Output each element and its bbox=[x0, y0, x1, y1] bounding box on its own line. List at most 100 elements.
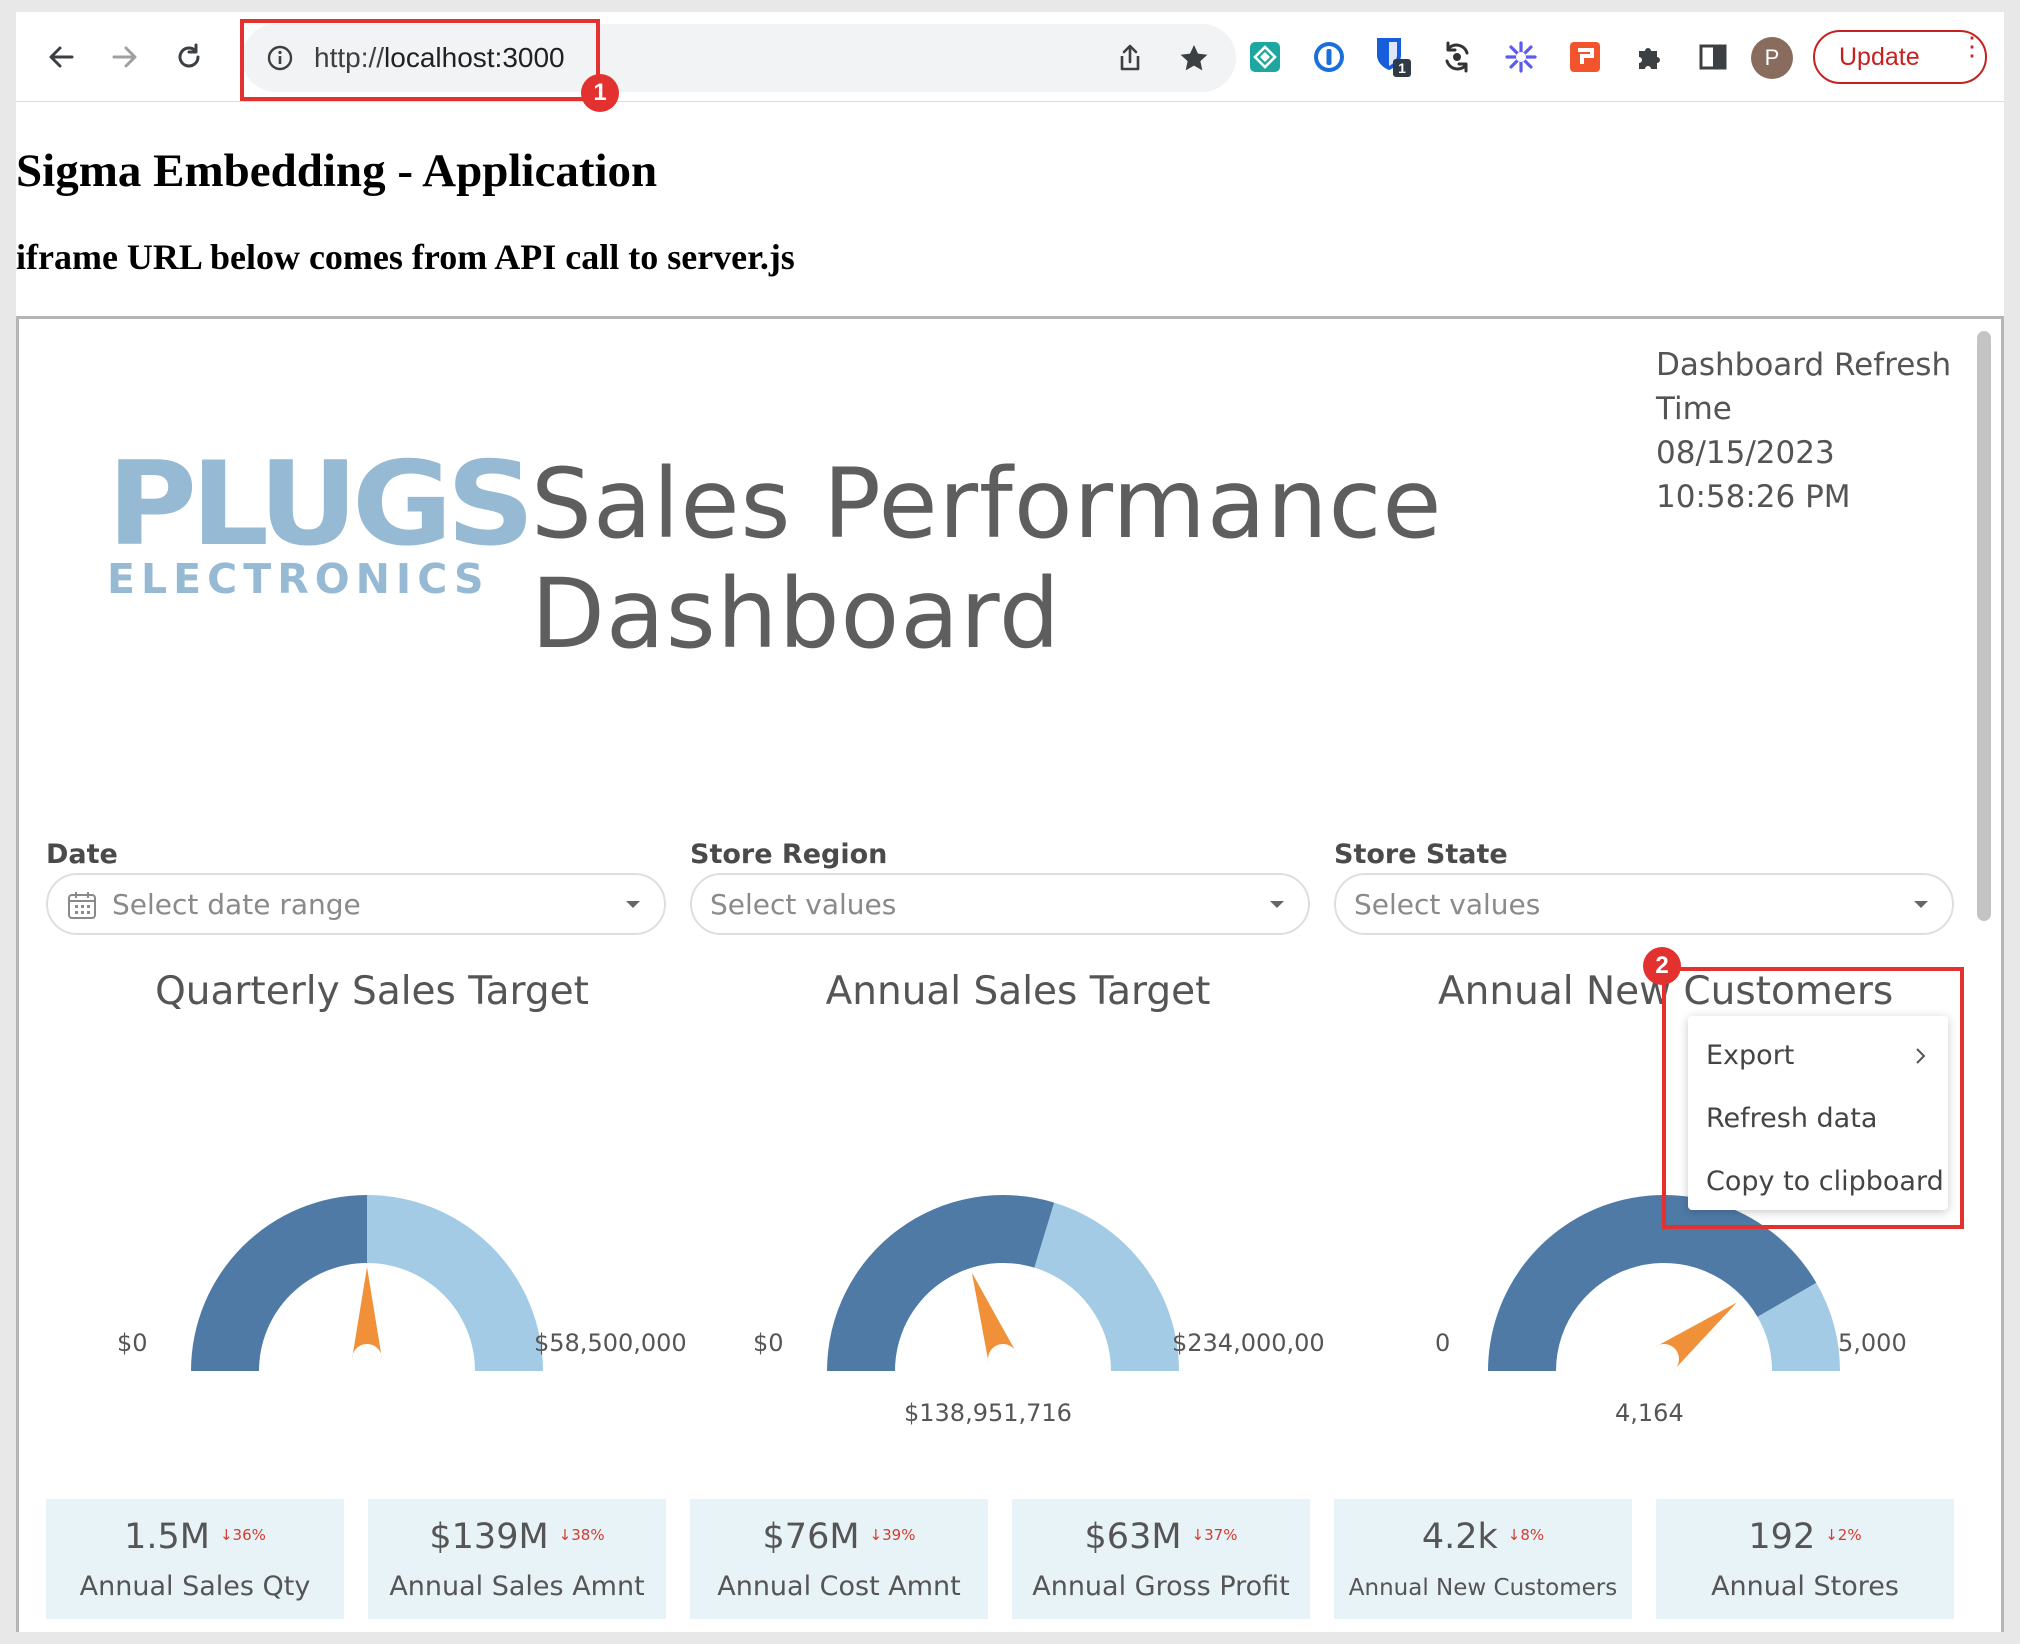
page-subtitle: iframe URL below comes from API call to … bbox=[16, 237, 795, 277]
kpi-value: 1.5M bbox=[124, 1517, 210, 1557]
kpi-value: $63M bbox=[1084, 1517, 1182, 1557]
filter-label-store-region: Store Region bbox=[690, 839, 888, 870]
refresh-label-line-2: Time bbox=[1656, 391, 1732, 427]
gauge-remaining-arc bbox=[1757, 1282, 1840, 1371]
kpi-change: ↓8% bbox=[1507, 1526, 1545, 1544]
site-info-icon[interactable] bbox=[262, 40, 298, 76]
kpi-value: 4.2k bbox=[1421, 1517, 1498, 1557]
extension-diamond-icon[interactable] bbox=[1242, 34, 1288, 80]
date-range-select[interactable]: Select date range bbox=[46, 873, 666, 935]
kpi-value: $76M bbox=[762, 1517, 860, 1557]
dashboard-title-line-1: Sales Performance bbox=[531, 448, 1443, 560]
gauge-min-label: $0 bbox=[117, 1329, 148, 1357]
forward-arrow-icon[interactable] bbox=[102, 34, 148, 80]
browser-toolbar: http://localhost:3000 1 bbox=[16, 12, 2004, 102]
iframe-scrollbar[interactable] bbox=[1977, 331, 1991, 921]
annual-sales-gauge bbox=[827, 1195, 1179, 1371]
kpi-change: ↓37% bbox=[1191, 1526, 1238, 1544]
kpi-label: Annual Gross Profit bbox=[1032, 1571, 1290, 1602]
chevron-down-icon bbox=[626, 901, 640, 908]
share-icon[interactable] bbox=[1112, 40, 1148, 76]
extension-badge-count: 1 bbox=[1398, 60, 1406, 76]
profile-avatar[interactable]: P bbox=[1751, 37, 1793, 79]
refresh-date: 08/15/2023 bbox=[1656, 435, 1835, 471]
password-manager-icon[interactable] bbox=[1306, 34, 1352, 80]
store-region-select[interactable]: Select values bbox=[690, 873, 1310, 935]
more-menu-icon[interactable]: ⋮ bbox=[1959, 31, 1985, 61]
gauge-max-label: $234,000,00 bbox=[1172, 1329, 1325, 1357]
gauge-title-quarterly-sales-target: Quarterly Sales Target bbox=[155, 969, 589, 1014]
gauge-title-annual-sales-target: Annual Sales Target bbox=[825, 969, 1211, 1014]
url-text[interactable]: http://localhost:3000 bbox=[314, 42, 565, 74]
chevron-down-icon bbox=[1270, 901, 1284, 908]
annotation-badge-1: 1 bbox=[581, 74, 619, 112]
filter-label-store-state: Store State bbox=[1334, 839, 1508, 870]
annual-new-customers-gauge bbox=[1488, 1195, 1840, 1371]
back-arrow-icon[interactable] bbox=[38, 34, 84, 80]
annotation-badge-2: 2 bbox=[1643, 947, 1681, 985]
menu-item-refresh-data[interactable]: Refresh data bbox=[1688, 1091, 1948, 1147]
context-menu: Export Refresh data Copy to clipboard bbox=[1688, 1016, 1948, 1210]
menu-item-export[interactable]: Export bbox=[1688, 1028, 1948, 1084]
kpi-tile-annual-stores: 192 ↓2% Annual Stores bbox=[1656, 1499, 1954, 1619]
chevron-right-icon bbox=[1914, 1028, 1928, 1104]
browser-window: http://localhost:3000 1 bbox=[16, 12, 2004, 1632]
bookmark-star-icon[interactable] bbox=[1176, 40, 1212, 76]
kpi-tile-annual-sales-amnt: $139M ↓38% Annual Sales Amnt bbox=[368, 1499, 666, 1619]
plugs-logo-wordmark: PLUGS bbox=[107, 437, 535, 572]
reload-icon[interactable] bbox=[166, 34, 212, 80]
sync-extension-icon[interactable] bbox=[1434, 34, 1480, 80]
kpi-change: ↓38% bbox=[558, 1526, 605, 1544]
gauge-max-label: $58,500,000 bbox=[534, 1329, 687, 1357]
dashboard-title: Sales Performance Dashboard bbox=[531, 449, 1442, 669]
bitwarden-icon[interactable]: 1 bbox=[1370, 34, 1416, 80]
gauge-min-label: 0 bbox=[1435, 1329, 1451, 1357]
gauge-value-arc bbox=[827, 1195, 1055, 1371]
gauge-value-label: $138,951,716 bbox=[904, 1399, 1072, 1427]
address-bar[interactable]: http://localhost:3000 bbox=[242, 24, 1236, 92]
refresh-time: 10:58:26 PM bbox=[1656, 479, 1851, 515]
store-region-placeholder: Select values bbox=[710, 888, 897, 921]
kpi-change: ↓2% bbox=[1825, 1526, 1862, 1544]
gauge-max-label: 5,000 bbox=[1838, 1329, 1907, 1357]
menu-item-copy-to-clipboard[interactable]: Copy to clipboard bbox=[1688, 1154, 1948, 1210]
gauge-needle bbox=[352, 1267, 382, 1359]
gauge-value-arc bbox=[1488, 1195, 1817, 1371]
sparkle-extension-icon[interactable] bbox=[1498, 34, 1544, 80]
gauge-remaining-arc bbox=[1034, 1202, 1179, 1371]
kpi-label: Annual Cost Amnt bbox=[717, 1571, 961, 1602]
kpi-change: ↓39% bbox=[869, 1526, 916, 1544]
kpi-change: ↓36% bbox=[219, 1526, 266, 1544]
extensions-puzzle-icon[interactable] bbox=[1626, 34, 1672, 80]
orange-extension-icon[interactable] bbox=[1562, 34, 1608, 80]
chevron-down-icon bbox=[1914, 901, 1928, 908]
kpi-label: Annual Sales Amnt bbox=[389, 1571, 645, 1602]
kpi-tile-annual-new-customers: 4.2k ↓8% Annual New Customers bbox=[1334, 1499, 1632, 1619]
kpi-tile-annual-gross-profit: $63M ↓37% Annual Gross Profit bbox=[1012, 1499, 1310, 1619]
refresh-label-line-1: Dashboard Refresh bbox=[1656, 347, 1952, 383]
kpi-value: 192 bbox=[1748, 1517, 1816, 1557]
side-panel-icon[interactable] bbox=[1690, 34, 1736, 80]
gauge-value-label: 4,164 bbox=[1615, 1399, 1684, 1427]
store-state-select[interactable]: Select values bbox=[1334, 873, 1954, 935]
gauge-remaining-arc bbox=[367, 1195, 543, 1371]
update-label: Update bbox=[1839, 42, 1920, 71]
gauge-needle bbox=[971, 1272, 1018, 1365]
gauge-needle bbox=[1654, 1302, 1737, 1371]
plugs-logo-subtitle: ELECTRONICS bbox=[107, 555, 490, 603]
gauge-value-arc bbox=[191, 1195, 367, 1371]
filter-label-date: Date bbox=[46, 839, 118, 870]
url-scheme: http:// bbox=[314, 42, 385, 73]
menu-item-label: Refresh data bbox=[1706, 1103, 1878, 1134]
kpi-label: Annual Sales Qty bbox=[79, 1571, 311, 1602]
page-title: Sigma Embedding - Application bbox=[16, 145, 658, 197]
annotation-highlight-url bbox=[240, 19, 600, 101]
kpi-tile-annual-sales-qty: 1.5M ↓36% Annual Sales Qty bbox=[46, 1499, 344, 1619]
calendar-icon bbox=[66, 889, 98, 925]
menu-item-label: Export bbox=[1706, 1040, 1795, 1071]
quarterly-sales-gauge bbox=[191, 1195, 543, 1371]
refresh-time-block: Dashboard Refresh Time 08/15/2023 10:58:… bbox=[1656, 343, 1951, 519]
dashboard-title-line-2: Dashboard bbox=[531, 558, 1061, 670]
update-button[interactable]: Update ⋮ bbox=[1813, 30, 1987, 84]
date-range-placeholder: Select date range bbox=[112, 888, 361, 921]
